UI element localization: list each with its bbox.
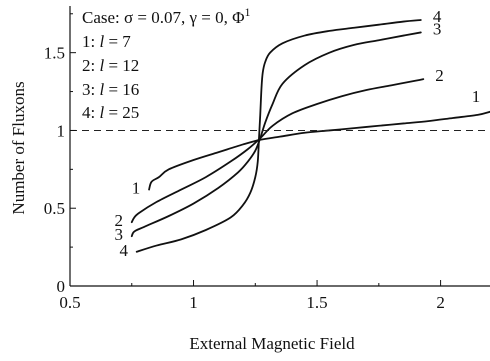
x-tick-label: 2	[436, 293, 445, 312]
y-tick-label: 0.5	[44, 199, 65, 218]
series-line-2	[130, 78, 425, 224]
series-lines	[130, 19, 490, 253]
series-line-4	[135, 19, 422, 253]
legend-entry-2: 2: l = 12	[82, 56, 139, 75]
y-tick-label: 1	[57, 121, 66, 140]
series-line-1	[148, 110, 490, 191]
series-label-end-3: 3	[433, 19, 442, 38]
y-axis-label: Number of Fluxons	[9, 81, 28, 214]
y-tick-label: 1.5	[44, 44, 65, 63]
series-label-start-2: 2	[115, 211, 124, 230]
x-tick-label: 1.5	[306, 293, 327, 312]
annotation-box: Case: σ = 0.07, γ = 0, Φ1 1: l = 7 2: l …	[82, 5, 251, 122]
series-label-end-2: 2	[435, 66, 444, 85]
series-label-start-3: 3	[115, 225, 124, 244]
legend-entry-4: 4: l = 25	[82, 103, 139, 122]
legend-entry-3: 3: l = 16	[82, 80, 139, 99]
series-label-end-1: 1	[472, 87, 481, 106]
legend-entry-1: 1: l = 7	[82, 32, 131, 51]
x-axis-label: External Magnetic Field	[189, 334, 355, 353]
y-tick-label: 0	[57, 277, 66, 296]
series-label-end-4: 4	[433, 7, 442, 26]
axis-ticks: 0.5 1 1.5 200.511.5	[44, 13, 445, 312]
x-tick-label: 1	[189, 293, 198, 312]
series-line-3	[130, 31, 422, 238]
x-tick-label: 0.5	[59, 293, 80, 312]
series-label-start-4: 4	[119, 241, 128, 260]
series-label-start-1: 1	[132, 179, 141, 198]
case-annotation: Case: σ = 0.07, γ = 0, Φ1	[82, 5, 251, 27]
